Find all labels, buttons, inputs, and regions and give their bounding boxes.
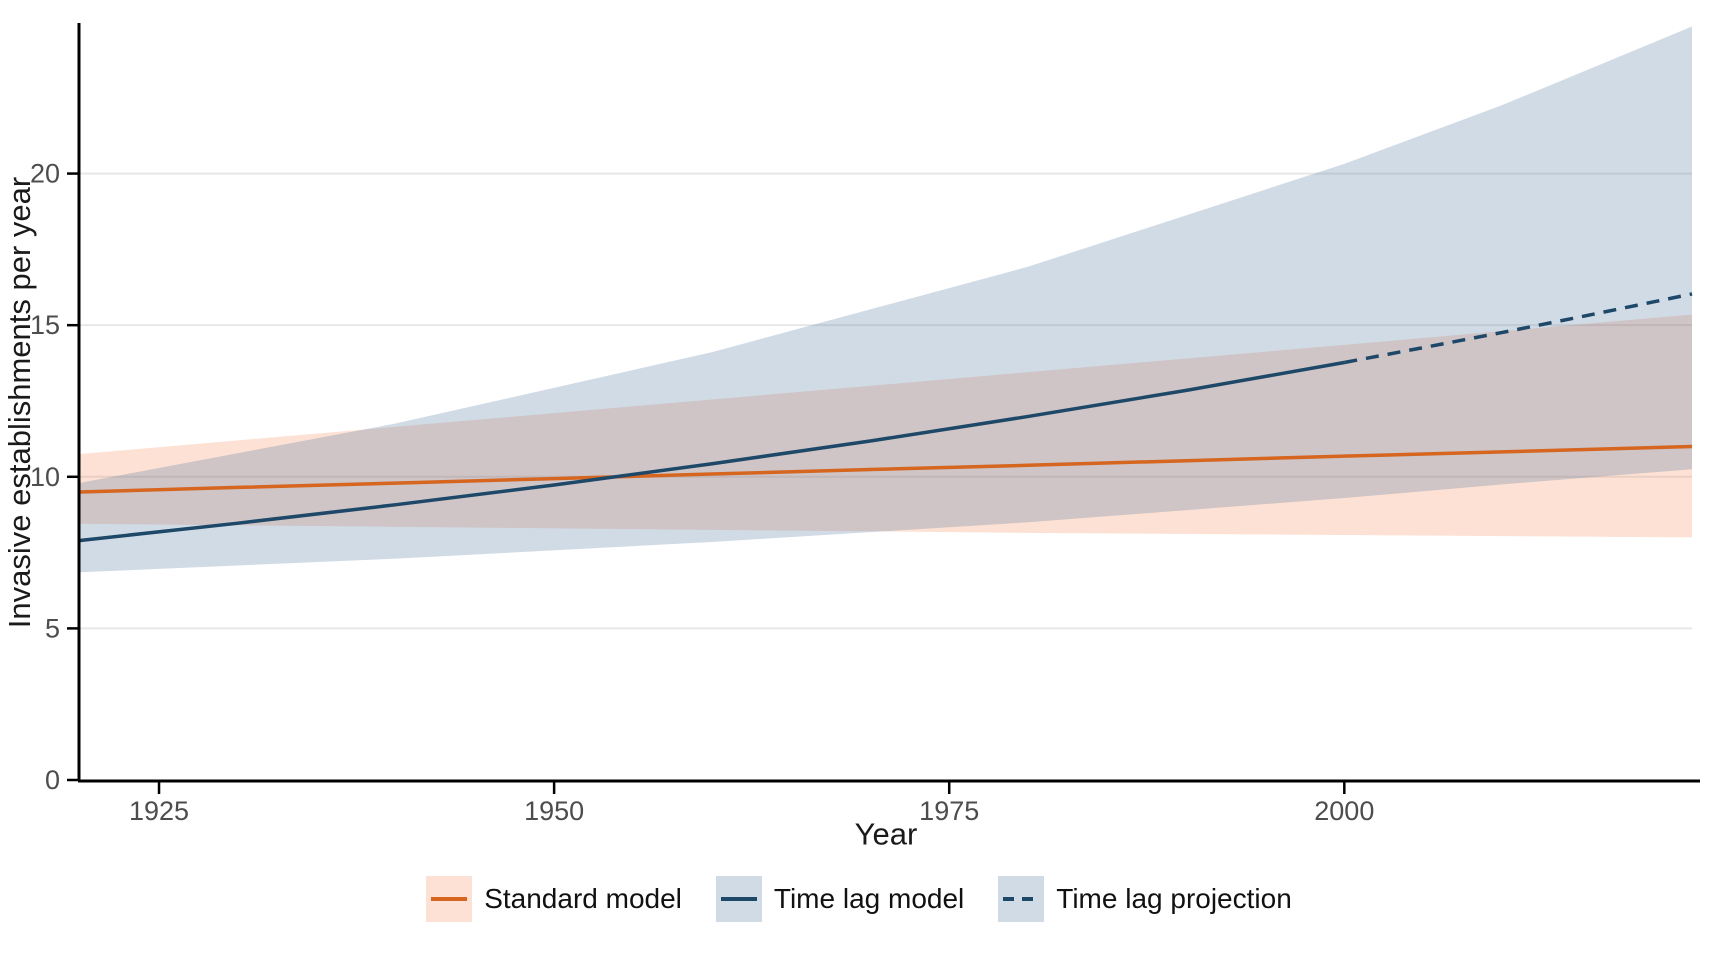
x-tick-label: 1950 [524,796,584,826]
solid-line-icon [720,897,757,901]
x-tick-label: 2000 [1314,796,1374,826]
line-time-lag-projection [1343,292,1693,365]
line-time-lag-model [79,360,1345,543]
solid-line-icon [431,897,468,901]
legend-label: Time lag projection [1056,883,1292,914]
chart-legend: Standard model Time lag model Time lag pro… [0,876,1718,922]
y-tick-label: 10 [30,462,60,492]
legend-label: Time lag model [773,883,965,914]
x-tick-label: 1975 [919,796,979,826]
y-tick-label: 0 [45,765,60,795]
legend-key-swatch [426,876,473,922]
y-tick-label: 20 [30,159,60,189]
dashed-line-icon [1003,897,1040,901]
y-axis-title: Invasive establishments per year [2,177,37,628]
legend-key-swatch [998,876,1045,922]
legend-key-swatch [715,876,762,922]
ribbon-time-lag-model [80,26,1692,573]
legend-item-standard-model: Standard model [426,876,682,922]
y-tick-label: 5 [45,613,60,643]
legend-item-time-lag-projection: Time lag projection [998,876,1292,922]
y-tick-label: 15 [30,310,60,340]
legend-label: Standard model [484,883,682,914]
legend-item-time-lag-model: Time lag model [715,876,965,922]
line-standard-model [79,444,1693,494]
x-tick-label: 1925 [129,796,189,826]
x-axis-title: Year [855,816,918,851]
